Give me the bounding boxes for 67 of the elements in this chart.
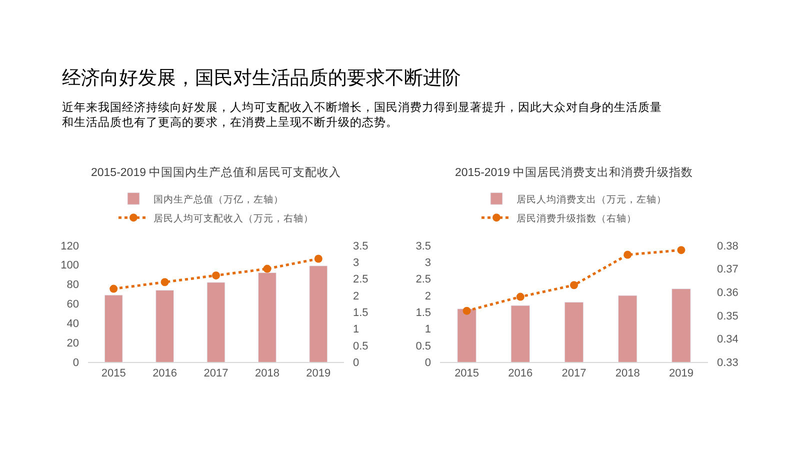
x-tick-label: 2017 — [204, 367, 228, 380]
y-tick-label: 120 — [60, 240, 79, 252]
y-tick-label: 3 — [424, 256, 431, 269]
y2-tick-label: 0 — [353, 357, 360, 370]
text: 近年来我国经济持续向好发展，人均可支配收入不断增长，国民消费力得到显著提升，因此大众对自身的生活质量和生活品质也有了更高的要求，在消费上呈现不断升级的态势。 — [62, 100, 662, 129]
y-tick-label: 2 — [424, 290, 431, 302]
x-tick-label: 2016 — [152, 367, 178, 380]
y-tick-label: 1 — [424, 324, 431, 336]
y2-tick-label: 0.5 — [353, 340, 368, 352]
y2-tick-label: 0.34 — [717, 334, 738, 346]
y-tick-label: 40 — [66, 318, 79, 330]
point — [212, 271, 220, 280]
legend-label: 居民消费升级指数（右轴） — [516, 212, 636, 224]
legend-label: 居民人均可支配收入（万元，右轴） — [154, 212, 314, 224]
x-tick-label: 2018 — [615, 367, 640, 380]
chart-title: 2015-2019 中国国内生产总值和居民可支配收入 — [91, 165, 342, 179]
x-tick-label: 2016 — [508, 367, 533, 380]
bar — [564, 302, 584, 362]
x-tick-label: 2017 — [562, 367, 586, 380]
y2-tick-label: 2 — [353, 290, 360, 302]
chart-title: 2015-2019 中国居民消费支出和消费升级指数 — [455, 166, 694, 179]
y2-tick-label: 3 — [353, 256, 360, 269]
bar — [156, 290, 174, 362]
bar — [258, 272, 276, 362]
bar — [672, 288, 691, 362]
legend-label: 国内生产总值（万亿，左轴） — [154, 193, 284, 206]
y-tick-label: 0 — [72, 357, 79, 370]
point — [263, 264, 272, 273]
text: 经济向好发展，国民对生活品质的要求不断进阶 — [62, 67, 461, 89]
point — [624, 250, 632, 259]
y-tick-label: 2.5 — [416, 274, 431, 286]
bar — [104, 294, 123, 362]
point — [110, 284, 118, 293]
point — [516, 292, 524, 301]
bar — [618, 295, 638, 362]
bar — [309, 266, 328, 362]
point — [160, 278, 169, 286]
y2-tick-label: 1.5 — [353, 307, 368, 320]
point — [314, 254, 322, 263]
y-tick-label: 100 — [60, 260, 79, 272]
y2-tick-label: 3.5 — [353, 240, 368, 252]
y-tick-label: 20 — [66, 338, 79, 350]
bar — [457, 308, 476, 362]
y2-tick-label: 0.36 — [717, 286, 738, 299]
y-tick-label: 1.5 — [416, 307, 431, 320]
y-tick-label: 3.5 — [416, 240, 431, 252]
y2-tick-label: 0.35 — [717, 310, 738, 322]
y2-tick-label: 2.5 — [353, 274, 368, 286]
y2-tick-label: 0.38 — [717, 240, 738, 252]
x-tick-label: 2019 — [306, 367, 331, 380]
legend-label: 居民人均消费支出（万元，左轴） — [516, 193, 666, 206]
bar — [510, 305, 530, 362]
point — [677, 246, 686, 254]
bar — [206, 282, 226, 362]
x-tick-label: 2015 — [454, 367, 480, 380]
y-tick-label: 80 — [66, 279, 79, 292]
y-tick-label: 0.5 — [416, 340, 431, 352]
x-tick-label: 2019 — [668, 367, 694, 380]
point — [462, 306, 471, 315]
y-tick-label: 0 — [424, 357, 431, 370]
x-tick-label: 2018 — [254, 367, 280, 380]
y2-tick-label: 0.37 — [717, 264, 738, 276]
y2-tick-label: 0.33 — [717, 357, 738, 370]
x-tick-label: 2015 — [101, 367, 126, 380]
y2-tick-label: 1 — [353, 324, 360, 336]
point — [570, 281, 578, 290]
y-tick-label: 60 — [66, 298, 79, 311]
